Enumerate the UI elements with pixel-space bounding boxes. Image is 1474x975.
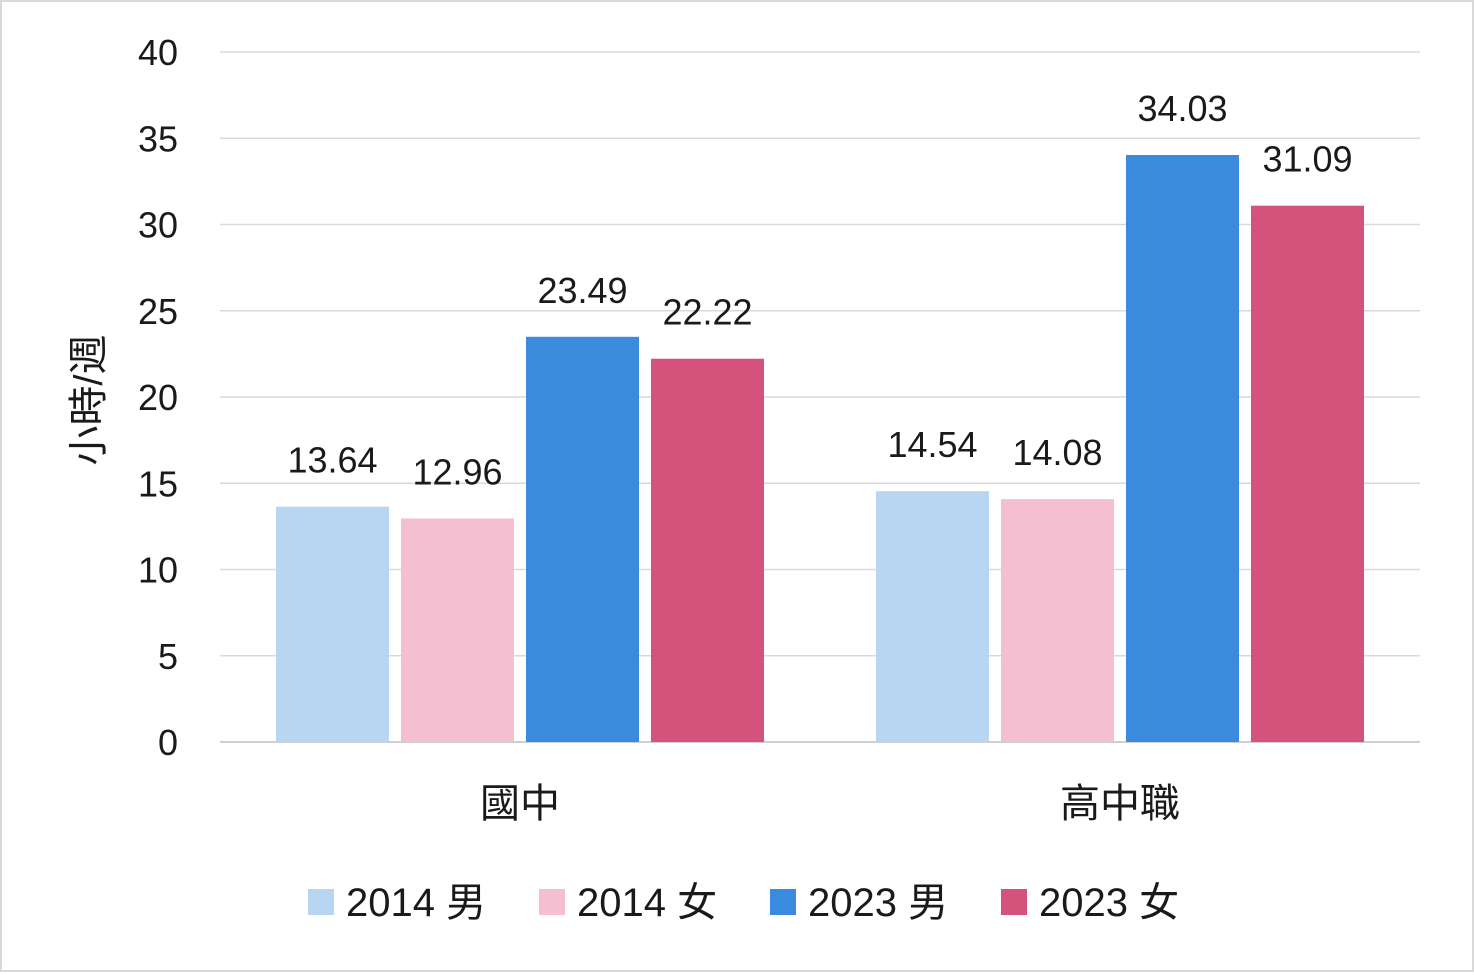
y-tick-label: 5 <box>158 636 178 677</box>
data-labels: 13.64 12.96 23.49 22.22 14.54 14.08 34.03 31.09 <box>287 88 1352 492</box>
bar <box>526 336 639 742</box>
data-label: 14.08 <box>1012 432 1102 473</box>
x-tick-label: 國中 <box>480 782 560 826</box>
bar <box>1251 205 1364 742</box>
bar <box>876 491 989 742</box>
y-tick-label: 35 <box>138 118 178 159</box>
y-axis-label: 小時/週 <box>67 334 111 465</box>
bar <box>1001 499 1114 742</box>
gridlines <box>220 51 1420 743</box>
data-label: 13.64 <box>287 440 377 481</box>
legend-label: 2014 男 <box>346 881 486 925</box>
data-label: 34.03 <box>1137 88 1227 129</box>
legend: 2014 男 2014 女 2023 男 2023 女 <box>308 881 1179 925</box>
legend-swatch <box>1001 889 1027 915</box>
bar <box>401 518 514 742</box>
legend-swatch <box>539 889 565 915</box>
x-tick-label: 高中職 <box>1060 782 1180 826</box>
y-tick-label: 40 <box>138 32 178 73</box>
legend-swatch <box>308 889 334 915</box>
data-label: 14.54 <box>887 424 977 465</box>
y-tick-label: 30 <box>138 205 178 246</box>
data-label: 31.09 <box>1262 139 1352 180</box>
legend-swatch <box>770 889 796 915</box>
y-tick-label: 25 <box>138 291 178 332</box>
legend-label: 2014 女 <box>577 881 717 925</box>
data-label: 23.49 <box>537 270 627 311</box>
y-axis-ticks: 0 5 10 15 20 25 30 35 40 <box>138 32 178 763</box>
bar <box>276 506 389 742</box>
legend-label: 2023 女 <box>1039 881 1179 925</box>
bars <box>276 154 1364 743</box>
bar <box>1126 154 1239 743</box>
data-label: 12.96 <box>412 451 502 492</box>
x-axis-ticks: 國中 高中職 <box>480 782 1180 826</box>
data-label: 22.22 <box>662 292 752 333</box>
y-tick-label: 20 <box>138 377 178 418</box>
legend-label: 2023 男 <box>808 881 948 925</box>
y-tick-label: 0 <box>158 722 178 763</box>
bar <box>651 358 764 742</box>
y-tick-label: 10 <box>138 550 178 591</box>
y-tick-label: 15 <box>138 463 178 504</box>
